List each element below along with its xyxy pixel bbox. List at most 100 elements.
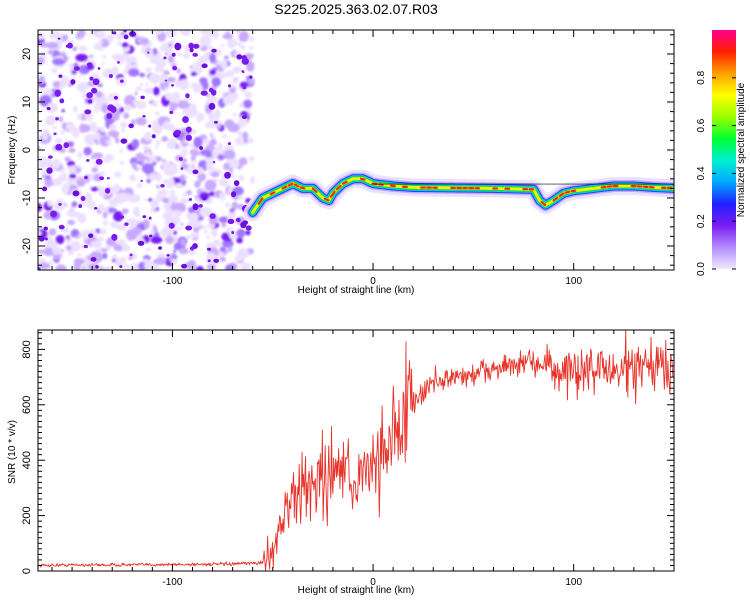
- noise-blob: [43, 247, 54, 257]
- noise-blob-strong: [212, 160, 216, 164]
- noise-blob: [102, 55, 107, 59]
- noise-blob: [174, 182, 183, 189]
- noise-blob: [167, 54, 175, 63]
- noise-blob-strong: [58, 74, 63, 78]
- noise-blob: [114, 101, 118, 105]
- noise-blob: [42, 88, 54, 97]
- noise-blob-strong: [73, 66, 80, 71]
- noise-blob: [169, 189, 176, 195]
- noise-blob-strong: [123, 34, 129, 40]
- noise-blob: [151, 122, 161, 133]
- snr-ticks: -100 0 100 0 200 400 600 800: [21, 330, 675, 588]
- noise-blob: [119, 106, 124, 113]
- noise-blob-strong: [80, 196, 86, 202]
- ridge-peak: [335, 184, 342, 191]
- noise-blob: [111, 254, 119, 260]
- noise-blob: [199, 149, 210, 156]
- noise-blob: [154, 66, 164, 73]
- noise-blob: [131, 138, 140, 149]
- noise-blob: [139, 72, 146, 78]
- noise-blob-strong: [58, 224, 65, 230]
- noise-blob-strong: [185, 226, 189, 230]
- noise-blob-strong: [88, 99, 93, 104]
- noise-blob: [48, 260, 53, 265]
- noise-blob: [79, 73, 83, 77]
- noise-blob-strong: [206, 247, 211, 251]
- noise-blob: [76, 178, 86, 187]
- noise-blob: [249, 176, 255, 184]
- noise-blob: [112, 184, 121, 193]
- noise-blob-strong: [201, 63, 208, 69]
- noise-blob: [89, 121, 97, 133]
- noise-blob-strong: [113, 96, 118, 100]
- noise-blob: [158, 188, 168, 197]
- noise-blob: [75, 53, 88, 62]
- noise-blob: [219, 256, 226, 262]
- noise-blob-strong: [172, 65, 178, 71]
- noise-blob: [61, 172, 67, 178]
- noise-blob-strong: [112, 31, 117, 35]
- noise-blob: [82, 229, 90, 240]
- noise-blob-strong: [107, 104, 115, 112]
- noise-blob-strong: [224, 171, 231, 179]
- noise-blob-strong: [168, 222, 175, 229]
- noise-blob: [162, 121, 172, 131]
- noise-blob: [67, 219, 76, 226]
- noise-blob: [80, 200, 87, 207]
- noise-blob: [126, 229, 135, 238]
- noise-blob: [155, 139, 161, 146]
- noise-blob: [247, 78, 256, 85]
- noise-blob: [55, 264, 67, 270]
- y-tick-label: 600: [21, 396, 33, 414]
- noise-blob-strong: [158, 246, 163, 250]
- noise-blob: [150, 236, 163, 244]
- noise-blob: [137, 160, 143, 165]
- noise-blob: [117, 97, 121, 102]
- noise-blob: [84, 113, 94, 122]
- noise-blob: [211, 228, 218, 238]
- noise-blob: [82, 124, 91, 133]
- noise-blob-strong: [149, 234, 153, 238]
- noise-blob-strong: [46, 167, 53, 174]
- noise-blob: [100, 248, 108, 253]
- noise-blob: [143, 198, 147, 202]
- noise-blob-strong: [38, 267, 41, 270]
- noise-blob: [95, 185, 105, 193]
- noise-blob: [225, 70, 235, 78]
- noise-blob: [155, 173, 162, 182]
- noise-blob: [60, 51, 66, 57]
- noise-blob: [77, 84, 84, 92]
- noise-blob: [114, 171, 122, 178]
- noise-blob: [142, 219, 150, 230]
- noise-blob-strong: [163, 56, 167, 60]
- noise-blob-strong: [164, 79, 168, 82]
- noise-blob: [143, 158, 149, 165]
- y-tick-label: -10: [21, 190, 33, 206]
- noise-blob-strong: [86, 62, 93, 67]
- noise-blob-strong: [213, 258, 220, 263]
- noise-blob: [209, 53, 216, 62]
- noise-blob: [220, 43, 224, 47]
- noise-blob: [167, 177, 175, 188]
- noise-blob: [190, 159, 197, 164]
- noise-blob-strong: [192, 203, 199, 211]
- noise-blob: [46, 102, 58, 114]
- noise-blob: [71, 69, 77, 75]
- x-tick-label: 0: [370, 276, 376, 287]
- noise-blob: [134, 91, 138, 96]
- ridge-peak: [281, 185, 288, 190]
- ridge-peak: [257, 197, 264, 205]
- noise-blob: [219, 246, 226, 252]
- noise-blob: [128, 255, 134, 261]
- noise-blob: [246, 108, 251, 113]
- noise-blob-strong: [192, 169, 199, 175]
- noise-blob: [193, 226, 200, 233]
- noise-blob: [189, 232, 199, 239]
- noise-blob: [101, 103, 109, 113]
- noise-blob: [78, 30, 86, 38]
- noise-blob-strong: [55, 143, 63, 151]
- noise-blob: [196, 112, 205, 122]
- noise-blob: [189, 149, 199, 156]
- noise-blob: [223, 163, 230, 171]
- noise-blob: [240, 262, 252, 270]
